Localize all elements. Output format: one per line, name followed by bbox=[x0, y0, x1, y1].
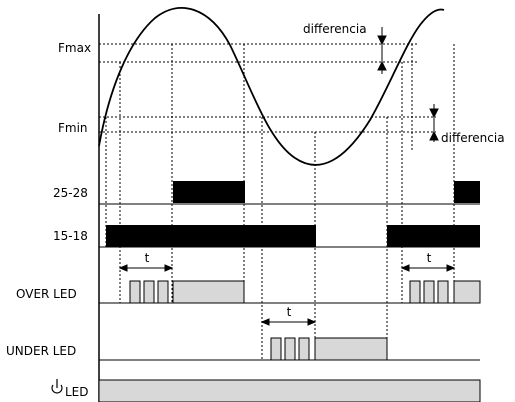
delay-label-under: t bbox=[287, 305, 292, 319]
event-markers bbox=[105, 44, 455, 360]
label-fmax: Fmax bbox=[58, 41, 91, 55]
delay-label-over-right: t bbox=[427, 251, 432, 265]
frequency-curve bbox=[98, 7, 445, 166]
delay-marker-under bbox=[260, 318, 317, 326]
over-led-steady-2 bbox=[453, 280, 481, 304]
label-relay-1518: 15-18 bbox=[53, 229, 88, 243]
annotation-difference-bottom: differencia bbox=[441, 131, 505, 145]
label-over-led: OVER LED bbox=[16, 287, 77, 301]
power-icon bbox=[51, 379, 63, 394]
difference-arrow-bottom bbox=[429, 104, 439, 142]
relay-1518-pulse-1 bbox=[106, 225, 316, 247]
label-power-led: LED bbox=[65, 385, 89, 399]
relay-2528-pulse-1 bbox=[173, 181, 245, 203]
relay-1518-pulse-2 bbox=[387, 225, 480, 247]
delay-marker-over-left bbox=[118, 264, 174, 272]
label-fmin: Fmin bbox=[58, 121, 88, 135]
delay-label-over-left: t bbox=[145, 251, 150, 265]
under-led-steady bbox=[314, 337, 388, 361]
over-led-steady-1 bbox=[172, 280, 245, 304]
over-led-blink-1 bbox=[129, 280, 169, 304]
relay-2528-pulse-2 bbox=[454, 181, 480, 203]
over-led-blink-2 bbox=[409, 280, 449, 304]
power-led-steady bbox=[98, 379, 481, 402]
label-relay-2528: 25-28 bbox=[53, 186, 88, 200]
difference-arrow-top bbox=[377, 27, 387, 74]
under-led-blink bbox=[270, 337, 310, 361]
annotation-difference-top: differencia bbox=[303, 22, 367, 36]
label-under-led: UNDER LED bbox=[6, 344, 76, 358]
delay-marker-over-right bbox=[400, 264, 456, 272]
